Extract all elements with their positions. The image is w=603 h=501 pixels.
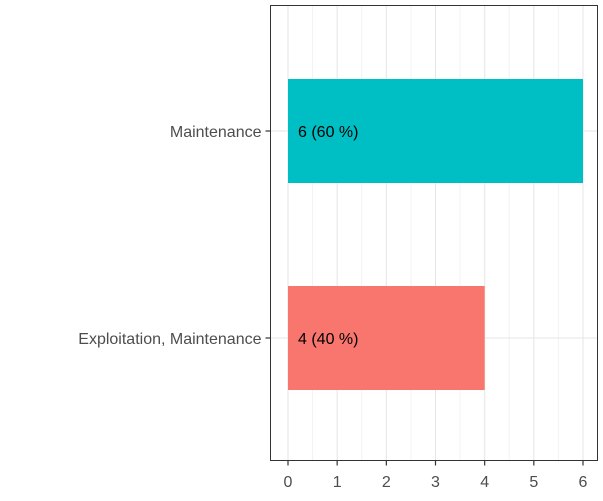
bar-data-label: 4 (40 %) <box>298 331 358 348</box>
x-axis: 0 1 2 3 4 5 6 <box>284 460 588 491</box>
x-tick-label: 3 <box>431 474 440 491</box>
x-tick-label: 5 <box>529 474 538 491</box>
x-tick-label: 2 <box>382 474 391 491</box>
y-tick-label: Maintenance <box>170 124 262 141</box>
bar-maintenance <box>288 79 583 183</box>
x-tick-label: 1 <box>333 474 342 491</box>
data-labels: 6 (60 %) 4 (40 %) <box>298 124 358 348</box>
y-tick-label: Exploitation, Maintenance <box>78 331 261 348</box>
panel-border <box>270 5 598 461</box>
x-tick-label: 6 <box>579 474 588 491</box>
grid-lines <box>270 5 598 461</box>
x-tick-label: 4 <box>480 474 489 491</box>
y-axis: Maintenance Exploitation, Maintenance <box>78 124 271 348</box>
x-tick-label: 0 <box>284 474 293 491</box>
bar-data-label: 6 (60 %) <box>298 124 358 141</box>
plot-panel-border <box>270 5 598 461</box>
bars <box>288 79 583 390</box>
bar-exploitation-maintenance <box>288 286 485 390</box>
